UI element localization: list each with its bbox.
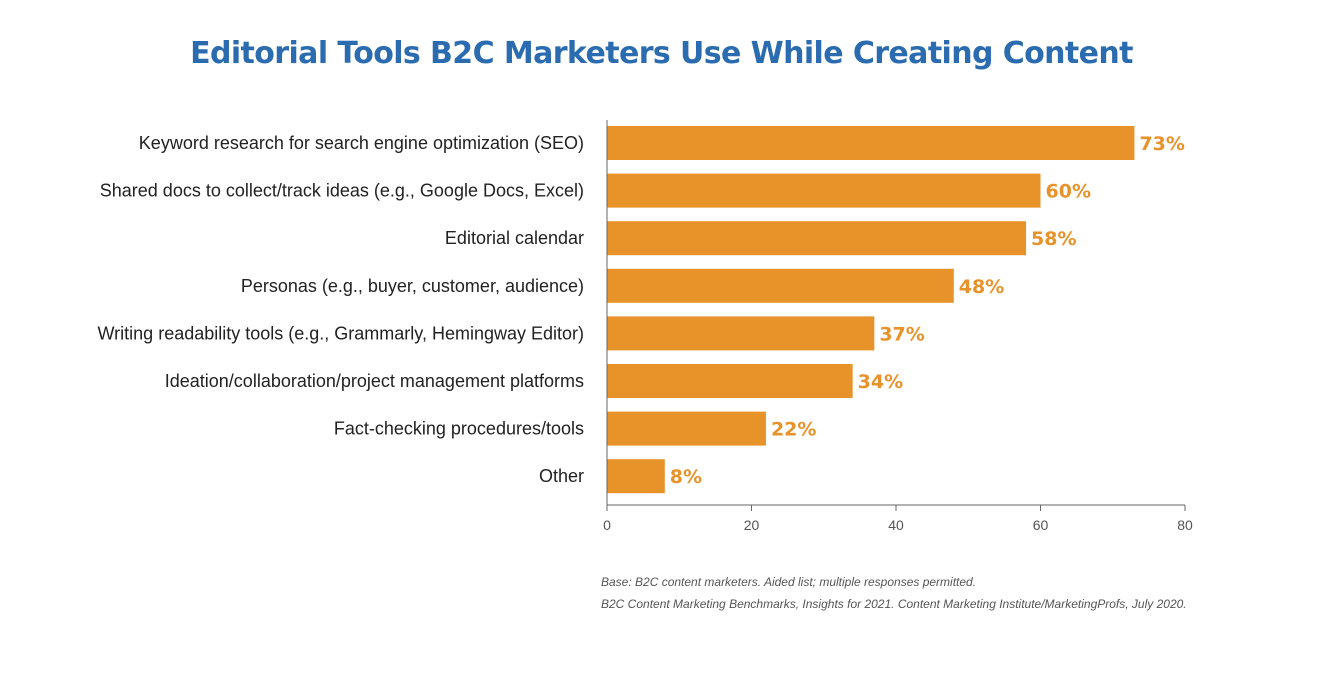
value-label-2: 58% [1031,228,1076,250]
value-label-7: 8% [670,466,702,488]
bar-0 [607,126,1135,160]
category-label-6: Fact-checking procedures/tools [334,419,584,439]
x-axis: 0 20 40 60 80 [603,120,1193,533]
value-label-1: 60% [1046,181,1091,203]
bar-7 [607,459,665,494]
base-note: Base: B2C content marketers. Aided list;… [601,575,977,589]
bar-1 [607,173,1041,208]
bar-2 [607,221,1027,256]
value-label-6: 22% [771,419,816,441]
chart-notes: Base: B2C content marketers. Aided list;… [601,571,1187,615]
category-labels-group: Keyword research for search engine optim… [98,133,584,486]
category-label-5: Ideation/collaboration/project managemen… [165,371,584,391]
category-label-3: Personas (e.g., buyer, customer, audienc… [241,276,584,296]
x-tick-label-2: 40 [888,517,904,533]
bar-5 [607,364,853,398]
chart-title: Editorial Tools B2C Marketers Use While … [190,36,1133,71]
source-note: B2C Content Marketing Benchmarks, Insigh… [601,597,1187,611]
bar-6 [607,411,766,446]
value-labels-group: 73% 60% 58% 48% 37% 34% 22% 8% [670,133,1185,488]
category-label-4: Writing readability tools (e.g., Grammar… [98,323,584,343]
x-tick-label-0: 0 [603,517,611,533]
bars-group [607,126,1135,494]
value-label-4: 37% [879,323,924,345]
x-tick-label-4: 80 [1177,517,1193,533]
x-tick-label-1: 20 [744,517,760,533]
bar-4 [607,316,875,351]
category-label-2: Editorial calendar [445,228,584,248]
value-label-3: 48% [959,276,1004,298]
category-label-1: Shared docs to collect/track ideas (e.g.… [100,181,584,201]
value-label-0: 73% [1139,133,1184,155]
bar-3 [607,268,954,303]
value-label-5: 34% [858,371,903,393]
x-tick-label-3: 60 [1033,517,1049,533]
category-label-7: Other [539,466,584,486]
category-label-0: Keyword research for search engine optim… [139,133,584,153]
